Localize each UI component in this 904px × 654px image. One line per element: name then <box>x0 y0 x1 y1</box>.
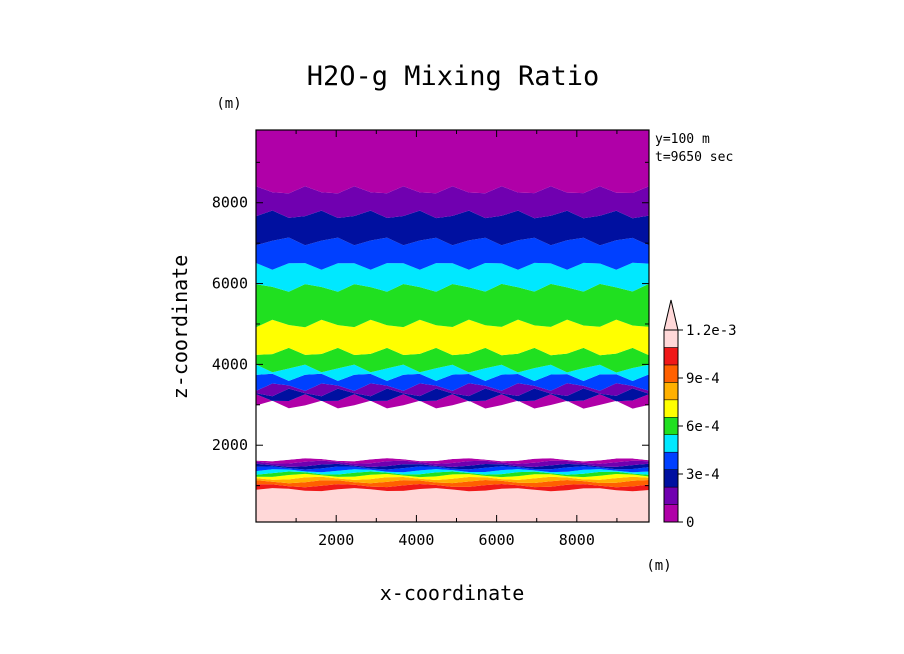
colorbar: 0 3e-4 6e-4 9e-4 1.2e-3 <box>663 299 737 531</box>
contour-band-15 <box>256 373 649 391</box>
info-line-y: y=100 m <box>655 132 710 147</box>
contour-band-18 <box>256 319 649 356</box>
colorbar-tick-label: 3e-4 <box>686 467 720 483</box>
y-tick-label: 4000 <box>212 355 248 373</box>
info-line-t: t=9650 sec <box>655 150 733 165</box>
y-unit-label: (m) <box>216 96 241 112</box>
contour-band-13 <box>256 388 649 402</box>
colorbar-segment <box>663 417 679 435</box>
x-tick-label: 8000 <box>559 531 595 549</box>
plot-frame <box>255 129 650 523</box>
contour-band-6 <box>256 469 649 475</box>
x-tick-label: 6000 <box>479 531 515 549</box>
contour-band-7 <box>256 466 649 473</box>
contour-band-10 <box>256 458 649 464</box>
x-tick-label: 2000 <box>318 531 354 549</box>
contour-band-1 <box>256 484 649 492</box>
colorbar-segment <box>663 469 679 488</box>
colorbar-segment <box>663 382 679 401</box>
colorbar-segment <box>663 399 679 418</box>
colorbar-segment <box>663 434 679 453</box>
contour-band-20 <box>256 262 649 292</box>
colorbar-segment <box>663 347 679 366</box>
colorbar-extend-arrow <box>663 299 679 331</box>
contour-band-17 <box>256 347 649 373</box>
contour-band-11 <box>256 400 649 462</box>
contour-band-16 <box>256 364 649 381</box>
contour-band-3 <box>256 476 649 484</box>
contour-band-8 <box>256 463 649 470</box>
contour-band-22 <box>256 210 649 246</box>
y-tick-label: 8000 <box>212 194 248 212</box>
colorbar-tick-label: 9e-4 <box>686 371 720 387</box>
contour-band-23 <box>256 186 649 219</box>
x-unit-label: (m) <box>646 558 671 574</box>
contour-band-14 <box>256 383 649 397</box>
y-tick-label: 6000 <box>212 275 248 293</box>
contour-band-0 <box>256 488 649 522</box>
chart-title: H2O-g Mixing Ratio <box>307 61 600 92</box>
contour-band-9 <box>256 460 649 467</box>
contour-band-5 <box>256 471 649 478</box>
y-axis-label: z-coordinate <box>168 255 192 400</box>
contour-band-2 <box>256 480 649 488</box>
x-axis-label: x-coordinate <box>380 581 525 605</box>
colorbar-segment <box>663 486 679 505</box>
contour-band-19 <box>256 283 649 328</box>
contour-band-24 <box>256 130 649 194</box>
colorbar-segment <box>663 329 679 348</box>
y-tick-label: 2000 <box>212 436 248 454</box>
plot-area <box>256 130 649 522</box>
colorbar-segment <box>663 504 679 523</box>
colorbar-segment <box>663 451 679 470</box>
colorbar-tick-label: 0 <box>686 515 694 531</box>
colorbar-tick-label: 6e-4 <box>686 419 720 435</box>
axis-ticks: 2000 4000 6000 8000 2000 4000 6000 8000 <box>212 130 649 549</box>
contour-band-21 <box>256 237 649 270</box>
colorbar-segment <box>663 364 679 383</box>
contour-band-4 <box>256 473 649 480</box>
colorbar-tick-label: 1.2e-3 <box>686 323 737 339</box>
x-tick-label: 4000 <box>398 531 434 549</box>
contour-band-12 <box>256 394 649 409</box>
